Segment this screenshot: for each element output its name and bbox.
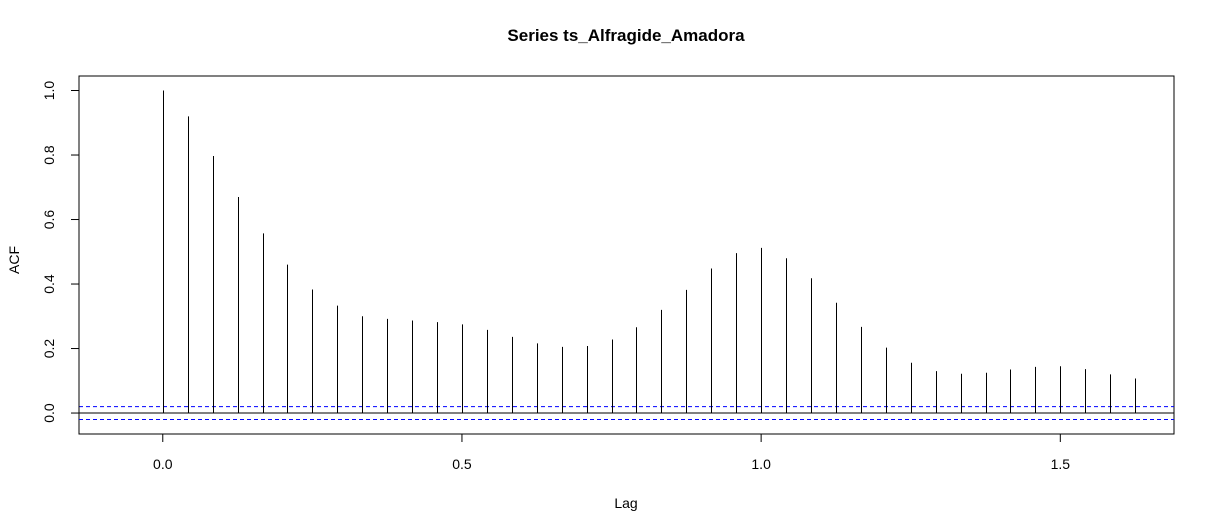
plot-frame [78,75,1175,435]
x-tick-label: 0.5 [452,456,472,472]
y-axis: 0.0 0.2 0.4 0.6 0.8 1.0 [41,81,80,423]
y-axis-label: ACF [6,246,22,274]
y-tick-label: 0.8 [41,145,57,165]
y-tick-label: 0.0 [41,403,57,423]
y-tick-label: 0.6 [41,210,57,230]
y-tick-label: 0.4 [41,274,57,294]
y-tick-label: 1.0 [41,81,57,101]
plot-marks [79,90,1174,420]
y-tick-label: 0.2 [41,339,57,359]
x-tick-label: 0.0 [153,456,173,472]
x-tick-label: 1.0 [751,456,771,472]
x-axis-label: Lag [614,495,637,511]
x-tick-label: 1.5 [1051,456,1071,472]
chart-title: Series ts_Alfragide_Amadora [507,26,745,45]
x-axis: 0.0 0.5 1.0 1.5 [153,433,1071,472]
